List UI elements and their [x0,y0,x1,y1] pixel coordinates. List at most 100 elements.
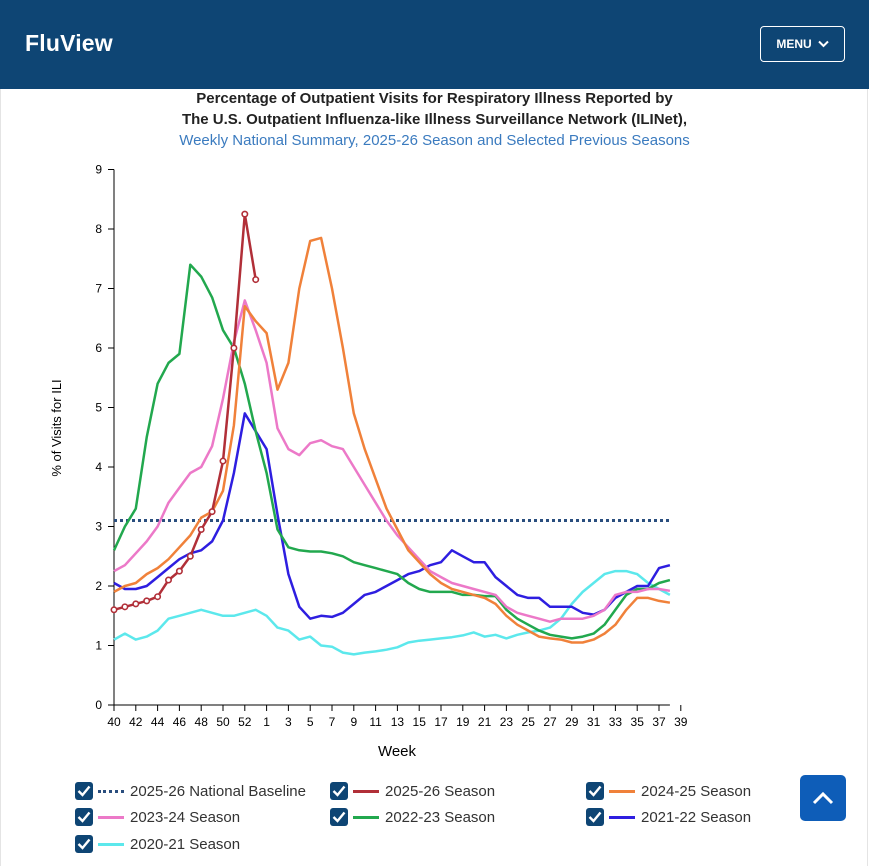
legend-checkbox[interactable] [586,808,604,826]
series-point [143,597,151,605]
x-tick-label: 5 [307,715,314,729]
legend-item[interactable]: 2024-25 Season [586,781,751,801]
chart-title-line-2: The U.S. Outpatient Influenza-like Illne… [181,111,688,128]
legend-item[interactable]: 2025-26 Season [330,781,495,801]
legend-label: 2023-24 Season [130,808,241,826]
check-icon [77,785,91,797]
x-tick-label: 29 [565,715,579,729]
x-tick-label: 39 [674,715,688,729]
x-tick-label: 35 [631,715,645,729]
content-frame [0,89,868,866]
x-tick-label: 27 [543,715,557,729]
x-tick-label: 21 [478,715,492,729]
menu-button-label: MENU [776,37,812,51]
legend-label: 2022-23 Season [385,808,496,826]
legend-swatch [353,789,379,793]
legend-item[interactable]: 2020-21 Season [75,834,240,854]
x-tick-label: 33 [609,715,623,729]
y-tick-label: 7 [95,282,102,296]
chevron-up-icon [812,791,834,805]
x-tick-label: 40 [107,715,121,729]
legend-item[interactable]: 2021-22 Season [586,807,751,827]
series-point [186,552,194,560]
x-tick-label: 48 [195,715,209,729]
check-icon [332,811,346,823]
legend-swatch [98,789,124,793]
legend-swatch [98,815,124,819]
legend-label: 2024-25 Season [641,782,752,800]
series-point [121,603,129,611]
series-point [197,525,205,533]
x-tick-label: 42 [129,715,143,729]
site-header: FluView MENU [0,0,869,89]
series-point [230,344,238,352]
legend-label: 2025-26 Season [385,782,496,800]
legend-label: 2021-22 Season [641,808,752,826]
check-icon [77,811,91,823]
legend-swatch [609,789,635,793]
legend-item[interactable]: 2022-23 Season [330,807,495,827]
legend-swatch [353,815,379,819]
x-tick-label: 9 [350,715,357,729]
x-tick-label: 17 [434,715,448,729]
series-point [175,567,183,575]
x-tick-label: 3 [285,715,292,729]
legend-checkbox[interactable] [330,808,348,826]
x-tick-label: 37 [652,715,666,729]
legend-label: 2020-21 Season [130,835,241,853]
legend-item[interactable]: 2023-24 Season [75,807,240,827]
fluview-logo[interactable]: FluView [25,30,113,56]
legend-checkbox[interactable] [75,808,93,826]
x-tick-label: 19 [456,715,470,729]
x-axis-label: Week [378,743,417,760]
y-tick-label: 4 [95,460,102,474]
legend-checkbox[interactable] [75,835,93,853]
x-tick-label: 11 [369,715,382,729]
series-point [252,276,260,284]
x-tick-label: 46 [173,715,187,729]
check-icon [588,785,602,797]
y-tick-label: 6 [95,341,102,355]
menu-button[interactable]: MENU [760,26,845,62]
series-point [241,210,249,218]
series-point [165,576,173,584]
legend-checkbox[interactable] [330,782,348,800]
series-point [219,457,227,465]
x-tick-label: 25 [522,715,536,729]
series-point [208,508,216,516]
x-tick-label: 23 [500,715,514,729]
series-point [110,606,118,614]
check-icon [588,811,602,823]
y-axis-label: % of Visits for ILI [49,379,64,476]
check-icon [332,785,346,797]
y-tick-label: 0 [95,698,102,712]
chevron-down-icon [817,40,829,48]
x-tick-label: 50 [216,715,230,729]
chart-title-line-1: Percentage of Outpatient Visits for Resp… [196,90,673,107]
x-tick-label: 15 [413,715,427,729]
legend-swatch [609,815,635,819]
legend-checkbox[interactable] [75,782,93,800]
y-tick-label: 1 [95,639,102,653]
series-line-2024-25-season [113,236,671,644]
check-icon [77,838,91,850]
legend-item[interactable]: 2025-26 National Baseline [75,781,306,801]
x-tick-label: 13 [391,715,405,729]
series-line-2022-23-season [112,263,671,640]
x-tick-label: 52 [238,715,252,729]
y-tick-label: 9 [95,163,102,177]
legend-checkbox[interactable] [586,782,604,800]
chart-subtitle: Weekly National Summary, 2025-26 Season … [179,132,690,149]
x-tick-label: 1 [263,715,270,729]
series-line-2020-21-season [113,569,671,656]
y-tick-label: 2 [95,579,102,593]
back-to-top-button[interactable] [800,775,846,821]
x-tick-label: 31 [587,715,601,729]
x-tick-label: 44 [151,715,165,729]
series-point [132,600,140,608]
y-tick-label: 5 [95,401,102,415]
series-line-2021-22-season [113,412,671,620]
legend-swatch [98,842,124,846]
series-point [154,593,162,601]
